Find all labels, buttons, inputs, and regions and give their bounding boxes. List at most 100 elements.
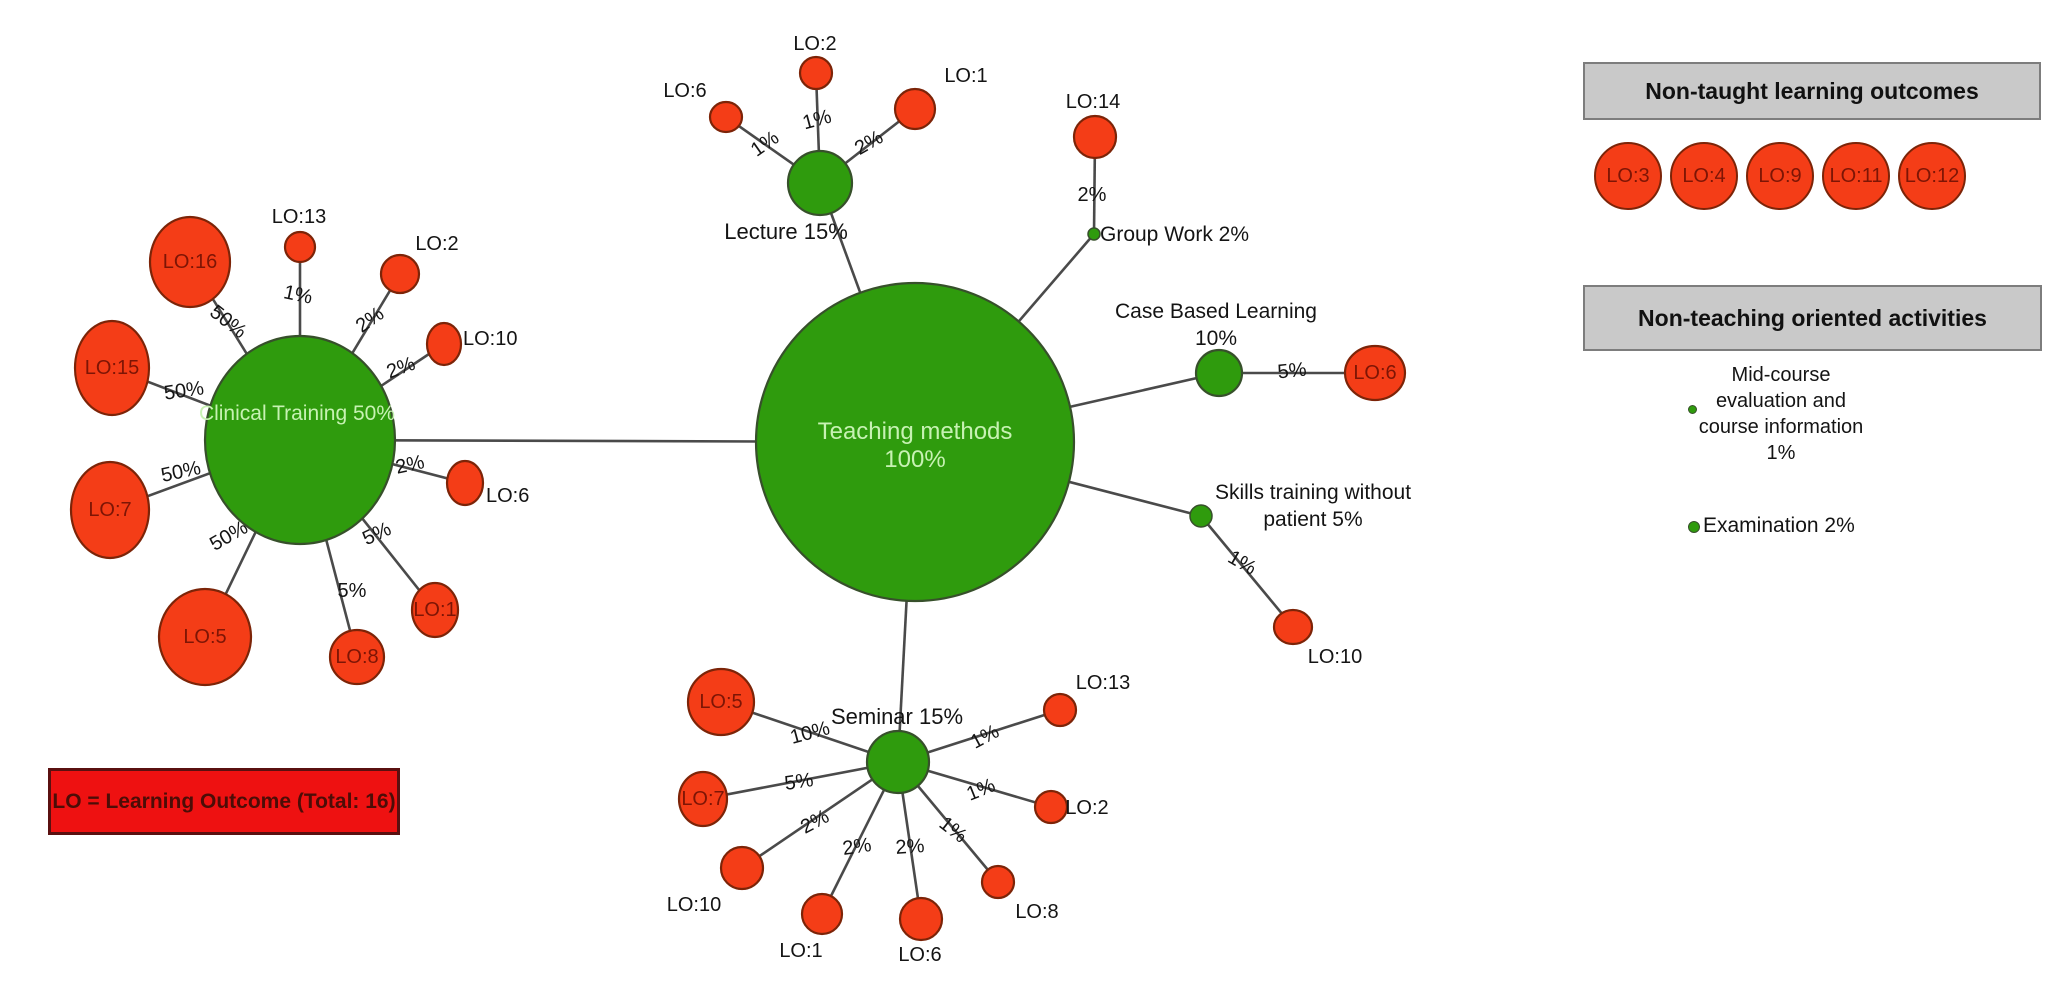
node-sem-lo13	[1042, 692, 1078, 728]
node-label-ct-lo8: LO:8	[335, 646, 378, 668]
node-teaching-methods	[754, 281, 1076, 603]
node-label-sem-lo13: LO:13	[1076, 672, 1130, 694]
node-ct-lo2	[379, 253, 421, 295]
edge-label-clinical-training-ct-lo13: 1%	[282, 281, 315, 309]
non-taught-outcomes-header: Non-taught learning outcomes	[1583, 62, 2041, 120]
edge-label-seminar-sem-lo1: 2%	[841, 834, 873, 860]
node-lec-lo1	[893, 87, 937, 131]
node-ct-lo8	[328, 628, 386, 686]
node-lec-lo2	[798, 55, 834, 91]
node-label-ct-lo15: LO:15	[85, 357, 139, 379]
node-ct-lo13	[283, 230, 317, 264]
node-label-case-based-learning: Case Based Learning 10%	[1115, 300, 1317, 350]
non-taught-outcomes-row: LO:3 LO:4 LO:9 LO:11 LO:12	[1594, 142, 1966, 210]
node-label-ct-lo6: LO:6	[486, 485, 529, 507]
node-label-ct-lo16: LO:16	[163, 251, 217, 273]
node-label-teaching-methods: Teaching methods 100%	[818, 418, 1013, 473]
examination-dot-icon	[1688, 521, 1700, 533]
node-group-work	[1087, 227, 1101, 241]
edge-label-seminar-sem-lo2: 1%	[963, 774, 998, 805]
node-skills-training	[1189, 504, 1213, 528]
node-label-sem-lo10: LO:10	[667, 894, 721, 916]
node-ct-lo6	[445, 459, 485, 507]
edge-label-clinical-training-ct-lo8: 5%	[338, 580, 367, 602]
node-label-cbl-lo6: LO:6	[1353, 362, 1396, 384]
node-label-seminar: Seminar 15%	[831, 704, 963, 729]
node-label-ct-lo13: LO:13	[272, 206, 326, 228]
node-label-ct-lo2: LO:2	[415, 233, 458, 255]
node-sem-lo6	[898, 896, 944, 942]
legend-label: LO = Learning Outcome (Total: 16)	[52, 789, 396, 813]
edge-label-clinical-training-ct-lo7: 50%	[159, 457, 203, 487]
node-st-lo10	[1272, 608, 1314, 646]
node-ct-lo5	[157, 587, 253, 687]
midcourse-line-1: Mid-course	[1731, 364, 1831, 386]
node-clinical-training	[203, 334, 397, 546]
node-label-skills-training: Skills training without patient 5%	[1215, 481, 1411, 531]
node-sem-lo2	[1033, 789, 1069, 825]
node-label-lec-lo2: LO:2	[793, 33, 836, 55]
non-taught-outcome-circle: LO:11	[1822, 142, 1890, 210]
node-sem-lo7	[677, 770, 729, 828]
edge-label-clinical-training-ct-lo16: 50%	[205, 301, 250, 343]
node-label-ct-lo1: LO:1	[413, 599, 456, 621]
edge-label-seminar-sem-lo5: 10%	[788, 717, 833, 749]
non-taught-outcome-label: LO:4	[1682, 164, 1726, 187]
node-ct-lo16	[148, 215, 232, 309]
edge-label-seminar-sem-lo6: 2%	[895, 835, 926, 859]
node-label-gw-lo14: LO:14	[1066, 91, 1120, 113]
node-label-clinical-training: Clinical Training 50%	[199, 402, 395, 425]
edge-skills-training-st-lo10	[1199, 515, 1295, 628]
non-taught-outcome-circle: LO:3	[1594, 142, 1662, 210]
edge-seminar-sem-lo7	[702, 760, 899, 801]
node-gw-lo14	[1072, 114, 1118, 160]
node-label-sem-lo1: LO:1	[779, 940, 822, 962]
edge-label-seminar-sem-lo13: 1%	[967, 720, 1003, 753]
non-taught-outcome-label: LO:11	[1829, 164, 1883, 187]
node-ct-lo7	[69, 460, 151, 560]
node-sem-lo1	[800, 892, 844, 936]
node-sem-lo10	[719, 845, 765, 891]
node-label-ct-lo7: LO:7	[88, 499, 131, 521]
node-ct-lo15	[73, 319, 151, 417]
node-label-group-work: Group Work 2%	[1100, 223, 1249, 246]
node-lecture	[786, 149, 854, 217]
node-label-st-lo10: LO:10	[1308, 646, 1362, 668]
node-label-sem-lo5: LO:5	[699, 691, 742, 713]
non-taught-outcome-label: LO:9	[1758, 164, 1802, 187]
node-sem-lo5	[686, 667, 756, 737]
midcourse-evaluation-dot-icon	[1688, 405, 1697, 414]
edge-label-group-work-gw-lo14: 2%	[1078, 184, 1107, 206]
node-label-lecture: Lecture 15%	[724, 219, 848, 244]
node-case-based-learning	[1194, 348, 1244, 398]
node-label-ct-lo5: LO:5	[183, 626, 226, 648]
edge-label-clinical-training-ct-lo6: 2%	[394, 451, 427, 479]
node-label-lec-lo6: LO:6	[663, 80, 706, 102]
node-cbl-lo6	[1343, 344, 1407, 402]
edge-label-lecture-lec-lo6: 1%	[747, 127, 783, 162]
node-label-sem-lo7: LO:7	[681, 788, 724, 810]
non-teaching-activities-header: Non-teaching oriented activities	[1583, 285, 2042, 351]
node-seminar	[865, 729, 931, 795]
edge-label-clinical-training-ct-lo10: 2%	[384, 353, 419, 384]
node-label-sem-lo2: LO:2	[1065, 797, 1108, 819]
node-label-sem-lo8: LO:8	[1015, 901, 1058, 923]
node-sem-lo8	[980, 864, 1016, 900]
non-taught-outcomes-header-label: Non-taught learning outcomes	[1645, 77, 1979, 104]
examination-label: Examination 2%	[1703, 514, 1855, 537]
node-lec-lo6	[708, 100, 744, 134]
midcourse-line-2: evaluation and	[1715, 390, 1847, 412]
node-label-sem-lo6: LO:6	[898, 944, 941, 966]
midcourse-line-3: course information	[1698, 416, 1864, 438]
midcourse-line-4: 1%	[1766, 442, 1796, 464]
non-teaching-activities-header-label: Non-teaching oriented activities	[1638, 304, 1987, 331]
non-taught-outcome-circle: LO:4	[1670, 142, 1738, 210]
non-taught-outcome-label: LO:3	[1606, 164, 1650, 187]
node-ct-lo10	[425, 321, 463, 367]
midcourse-evaluation-label: Mid-course evaluation and course informa…	[1681, 362, 1881, 466]
non-taught-outcome-circle: LO:12	[1898, 142, 1966, 210]
edge-label-case-based-learning-cbl-lo6: 5%	[1276, 359, 1307, 384]
legend-box: LO = Learning Outcome (Total: 16)	[48, 768, 400, 835]
